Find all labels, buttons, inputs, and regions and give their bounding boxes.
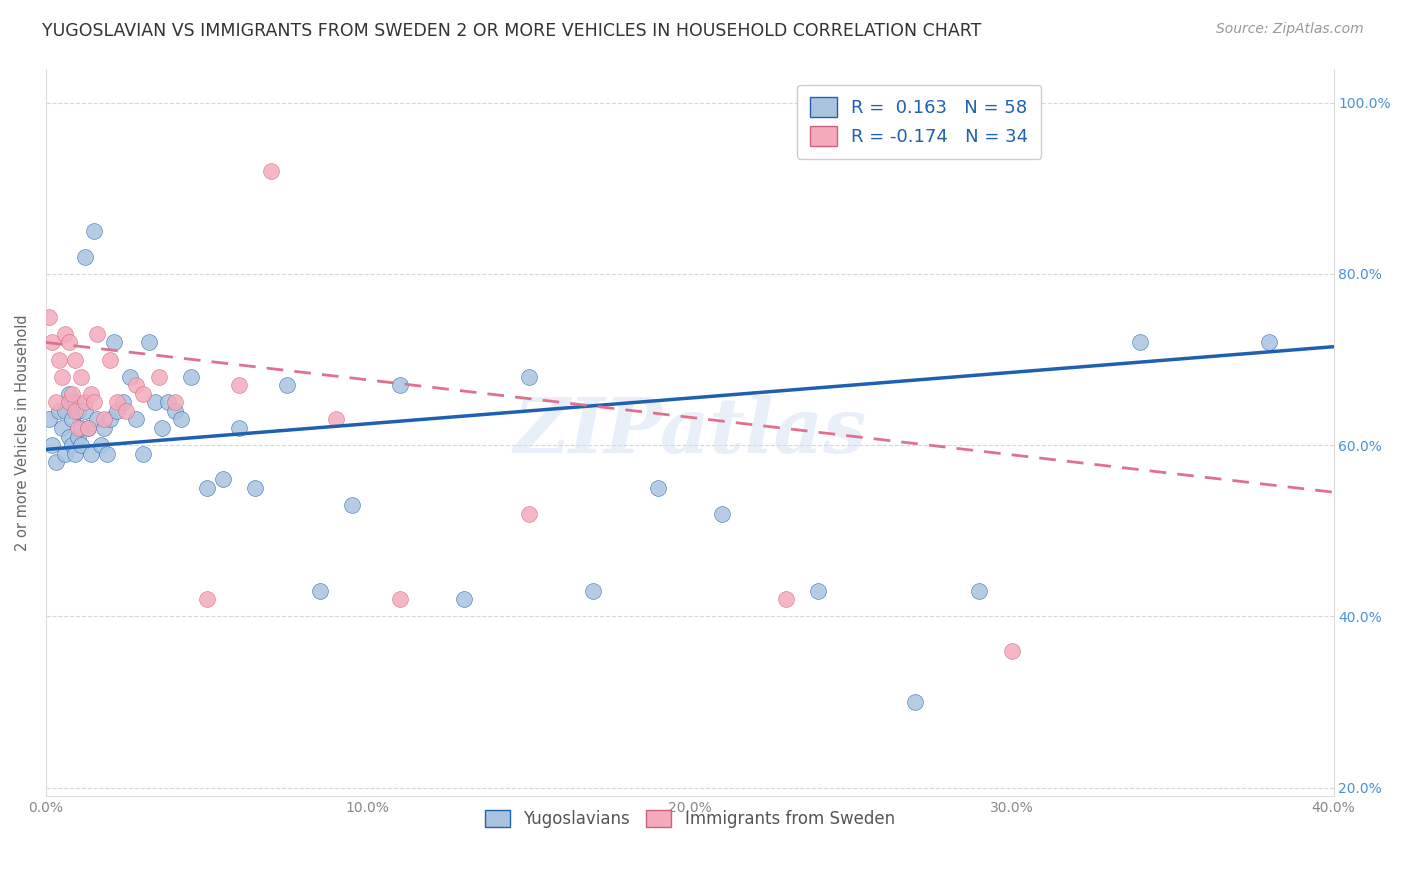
Point <box>308 583 330 598</box>
Point <box>163 395 186 409</box>
Point <box>67 421 90 435</box>
Point <box>73 404 96 418</box>
Point <box>73 250 96 264</box>
Point <box>58 395 80 409</box>
Point <box>53 447 76 461</box>
Point <box>260 164 283 178</box>
Point <box>228 378 250 392</box>
Point <box>163 404 186 418</box>
Point <box>98 412 121 426</box>
Point <box>58 386 80 401</box>
Point <box>60 386 83 401</box>
Point <box>63 352 86 367</box>
Point <box>131 386 153 401</box>
Point <box>103 335 125 350</box>
Point <box>195 481 218 495</box>
Point <box>70 438 93 452</box>
Point <box>389 378 412 392</box>
Point <box>41 335 63 350</box>
Point <box>76 421 98 435</box>
Legend: Yugoslavians, Immigrants from Sweden: Yugoslavians, Immigrants from Sweden <box>478 804 901 835</box>
Point <box>517 507 540 521</box>
Point <box>276 378 298 392</box>
Point <box>325 412 347 426</box>
Point <box>41 438 63 452</box>
Point <box>70 369 93 384</box>
Point <box>60 412 83 426</box>
Point <box>389 592 412 607</box>
Point <box>145 395 167 409</box>
Point <box>76 421 98 435</box>
Point <box>38 412 60 426</box>
Point <box>60 438 83 452</box>
Point <box>118 369 141 384</box>
Point <box>1129 335 1152 350</box>
Point <box>115 404 138 418</box>
Point <box>38 310 60 324</box>
Point <box>48 352 70 367</box>
Point <box>83 395 105 409</box>
Point <box>63 395 86 409</box>
Point <box>73 395 96 409</box>
Point <box>157 395 180 409</box>
Point <box>98 352 121 367</box>
Point <box>212 472 235 486</box>
Point <box>67 404 90 418</box>
Point <box>775 592 797 607</box>
Point <box>48 404 70 418</box>
Text: Source: ZipAtlas.com: Source: ZipAtlas.com <box>1216 22 1364 37</box>
Point <box>105 404 128 418</box>
Point <box>647 481 669 495</box>
Point <box>51 421 73 435</box>
Point <box>93 412 115 426</box>
Point <box>51 369 73 384</box>
Point <box>150 421 173 435</box>
Point <box>86 412 108 426</box>
Point <box>70 421 93 435</box>
Point <box>112 395 135 409</box>
Point <box>807 583 830 598</box>
Point <box>93 421 115 435</box>
Point <box>125 378 148 392</box>
Point <box>170 412 193 426</box>
Point <box>63 404 86 418</box>
Point <box>245 481 267 495</box>
Point <box>58 335 80 350</box>
Point <box>1258 335 1281 350</box>
Text: ZIPatlas: ZIPatlas <box>513 395 866 469</box>
Point <box>904 695 927 709</box>
Point <box>67 429 90 443</box>
Point <box>138 335 160 350</box>
Point <box>53 404 76 418</box>
Point <box>195 592 218 607</box>
Point <box>340 498 363 512</box>
Point <box>105 395 128 409</box>
Point <box>131 447 153 461</box>
Point <box>96 447 118 461</box>
Point <box>148 369 170 384</box>
Point <box>517 369 540 384</box>
Point <box>453 592 475 607</box>
Point <box>710 507 733 521</box>
Point <box>228 421 250 435</box>
Y-axis label: 2 or more Vehicles in Household: 2 or more Vehicles in Household <box>15 314 30 550</box>
Point <box>63 447 86 461</box>
Point <box>1001 643 1024 657</box>
Point <box>45 455 67 469</box>
Point <box>969 583 991 598</box>
Point <box>582 583 605 598</box>
Point <box>180 369 202 384</box>
Point <box>80 447 103 461</box>
Point <box>45 395 67 409</box>
Point <box>58 429 80 443</box>
Point <box>125 412 148 426</box>
Point <box>86 326 108 341</box>
Point <box>83 224 105 238</box>
Text: YUGOSLAVIAN VS IMMIGRANTS FROM SWEDEN 2 OR MORE VEHICLES IN HOUSEHOLD CORRELATIO: YUGOSLAVIAN VS IMMIGRANTS FROM SWEDEN 2 … <box>42 22 981 40</box>
Point <box>53 326 76 341</box>
Point <box>90 438 112 452</box>
Point <box>80 386 103 401</box>
